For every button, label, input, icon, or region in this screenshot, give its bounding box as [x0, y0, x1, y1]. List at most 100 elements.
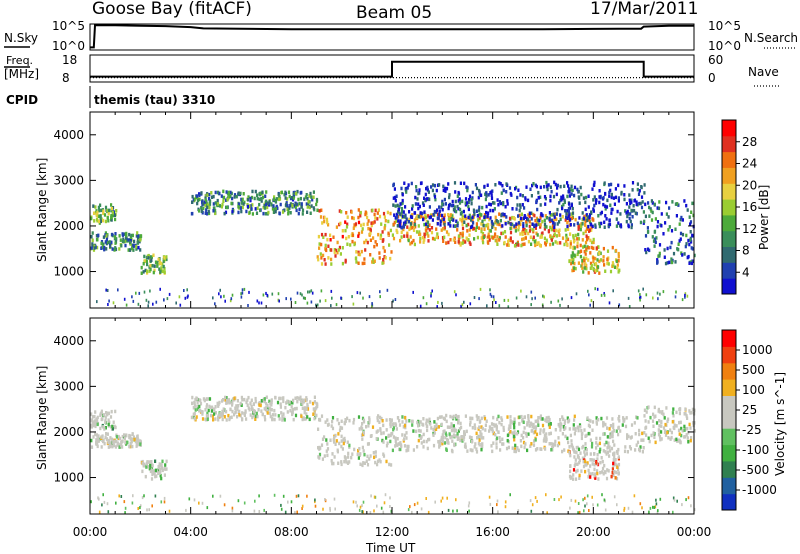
data-cell	[273, 197, 276, 201]
data-cell	[436, 216, 439, 220]
data-cell	[113, 443, 116, 448]
data-cell	[111, 232, 114, 237]
data-cell	[340, 296, 342, 300]
data-cell	[588, 432, 591, 436]
data-cell	[599, 251, 602, 256]
data-cell	[584, 469, 587, 474]
data-cell	[406, 225, 409, 229]
data-cell	[115, 435, 118, 439]
data-cell	[582, 498, 584, 502]
data-cell	[258, 192, 261, 196]
data-cell	[438, 205, 441, 209]
data-cell	[503, 240, 506, 245]
data-cell	[408, 210, 411, 214]
data-cell	[686, 294, 689, 298]
power-colorbar-cells	[722, 120, 736, 295]
data-cell	[665, 212, 668, 216]
data-cell	[163, 466, 166, 471]
data-cell	[443, 222, 446, 227]
data-cell	[496, 235, 499, 239]
data-cell	[489, 202, 492, 207]
data-cell	[276, 206, 279, 211]
data-cell	[390, 509, 392, 513]
data-cell	[225, 401, 228, 405]
data-cell	[607, 469, 610, 473]
data-cell	[340, 434, 343, 439]
data-cell	[401, 225, 404, 230]
data-cell	[91, 242, 94, 247]
data-cell	[361, 504, 363, 508]
data-cell	[459, 217, 462, 222]
data-cell	[646, 230, 650, 234]
data-cell	[129, 248, 132, 252]
data-cell	[636, 187, 639, 192]
data-cell	[475, 222, 478, 226]
data-cell	[318, 452, 322, 457]
data-cell	[428, 437, 431, 442]
data-cell	[612, 439, 615, 444]
data-cell	[640, 438, 643, 442]
data-cell	[690, 210, 693, 214]
data-cell	[522, 216, 525, 221]
data-cell	[597, 245, 600, 249]
data-cell	[535, 184, 538, 189]
data-cell	[280, 503, 282, 507]
data-cell	[603, 463, 606, 468]
data-cell	[155, 474, 158, 478]
data-cell	[525, 295, 528, 299]
data-cell	[641, 506, 643, 510]
data-cell	[141, 496, 144, 500]
data-cell	[591, 472, 594, 476]
data-cell	[453, 427, 456, 431]
data-cell	[548, 217, 551, 221]
data-cell	[595, 262, 598, 266]
data-cell	[572, 423, 575, 427]
data-cell	[377, 414, 380, 418]
data-cell	[233, 193, 237, 197]
data-cell	[387, 219, 390, 224]
data-cell	[108, 439, 111, 443]
data-cell	[583, 450, 586, 454]
cpid-value: themis (tau) 3310	[94, 93, 215, 107]
data-cell	[602, 449, 605, 453]
data-cell	[558, 220, 561, 224]
data-cell	[255, 411, 258, 416]
data-cell	[623, 197, 626, 202]
data-cell	[647, 201, 650, 205]
data-cell	[419, 436, 422, 440]
data-cell	[584, 214, 587, 218]
data-cell	[212, 418, 215, 422]
data-cell	[414, 225, 417, 229]
data-cell	[306, 197, 309, 201]
data-cell	[245, 209, 248, 214]
data-cell	[671, 411, 674, 415]
data-cell	[143, 259, 146, 263]
data-cell	[550, 442, 553, 446]
data-cell	[636, 182, 639, 186]
data-cell	[545, 419, 548, 424]
data-cell	[131, 432, 134, 436]
data-cell	[630, 225, 633, 230]
data-cell	[485, 210, 488, 215]
data-cell	[319, 299, 321, 303]
data-cell	[539, 203, 542, 207]
data-cell	[340, 419, 343, 423]
data-cell	[611, 207, 614, 212]
data-cell	[639, 293, 641, 297]
data-cell	[390, 463, 393, 467]
data-cell	[495, 436, 499, 440]
data-cell	[323, 215, 326, 220]
data-cell	[549, 198, 552, 203]
data-cell	[677, 439, 680, 443]
data-cell	[458, 197, 461, 201]
data-cell	[138, 291, 141, 295]
data-cell	[576, 425, 580, 430]
data-cell	[91, 231, 94, 235]
data-cell	[379, 236, 382, 240]
data-cell	[425, 418, 428, 422]
data-cell	[397, 208, 400, 212]
data-cell	[630, 223, 633, 227]
data-cell	[376, 211, 379, 215]
data-cell	[509, 230, 513, 235]
data-cell	[513, 425, 516, 430]
